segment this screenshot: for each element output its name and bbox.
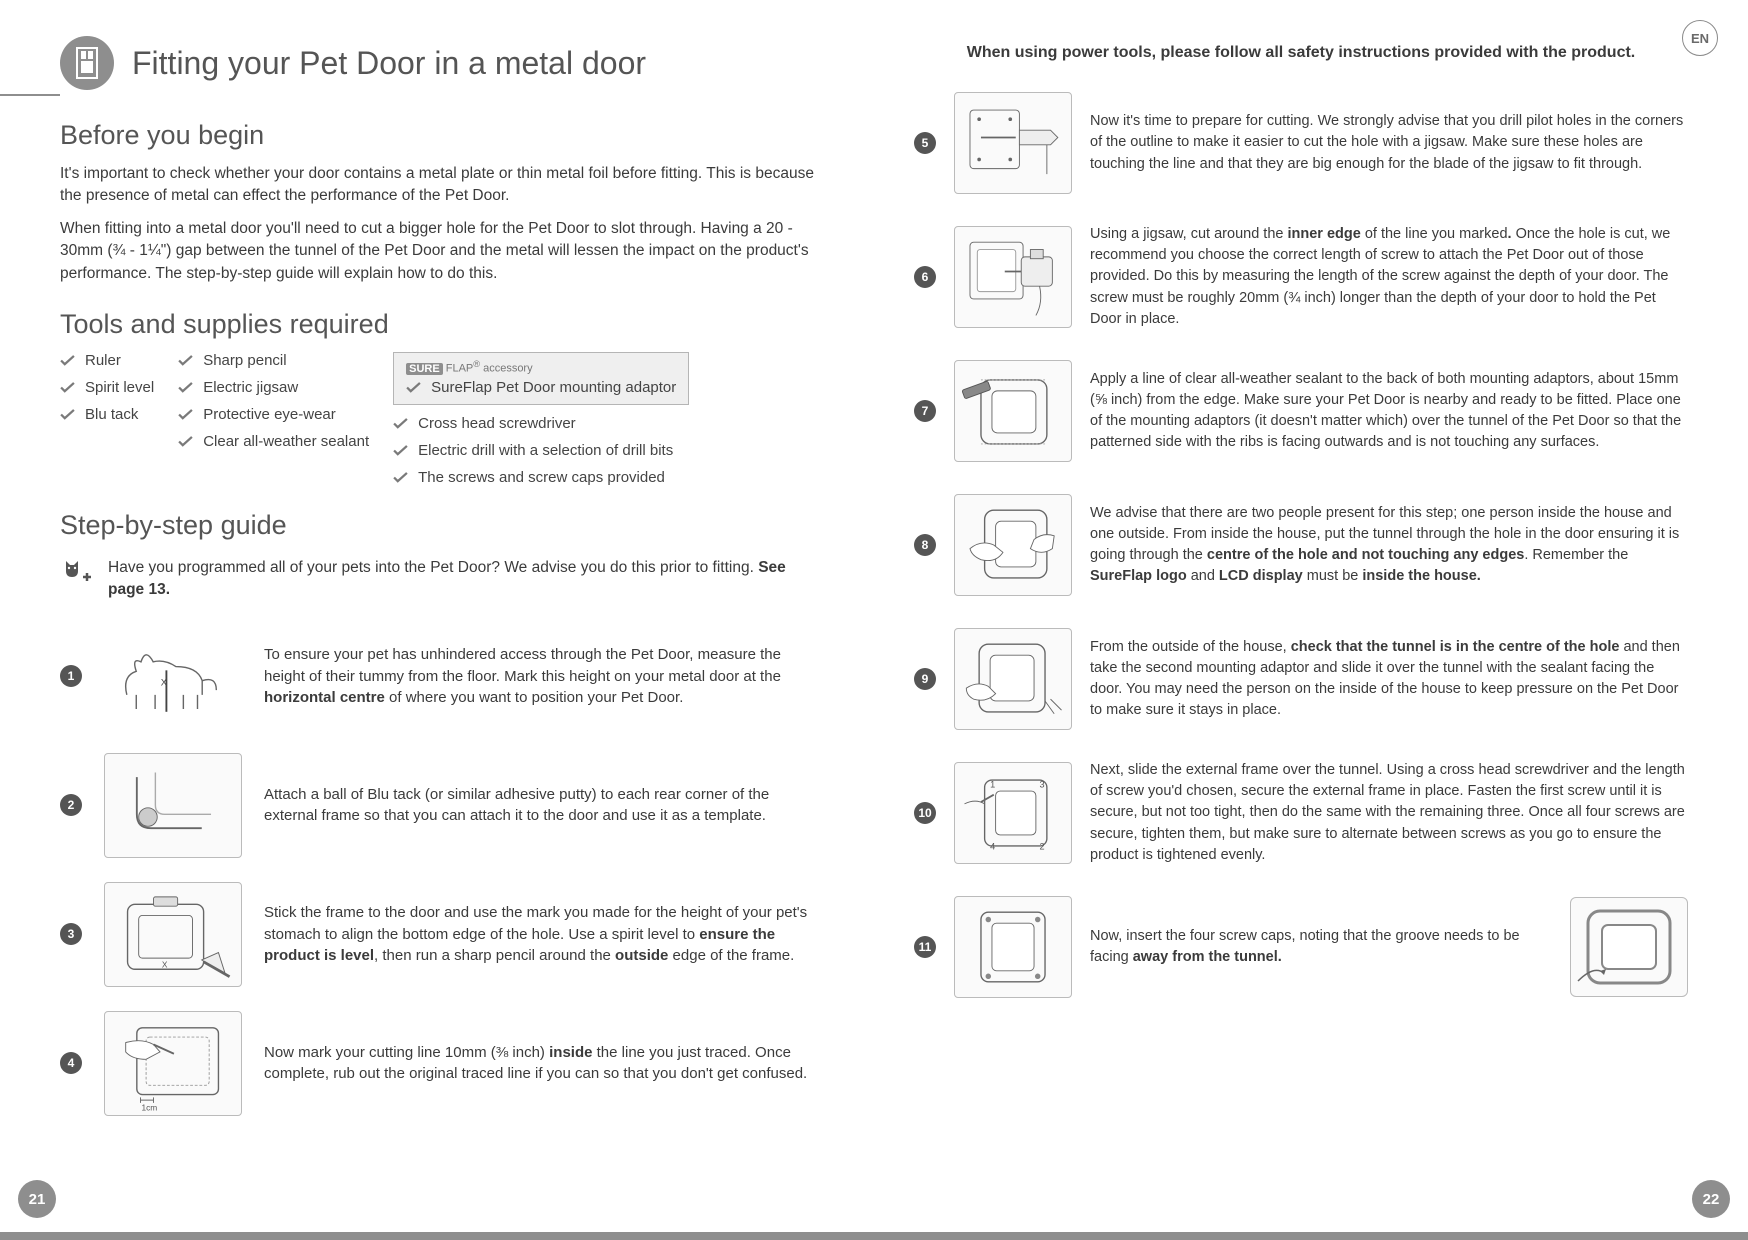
svg-text:X: X — [162, 960, 168, 970]
accessory-brand: SURE FLAP® accessory — [406, 359, 676, 375]
tool-item: The screws and screw caps provided — [393, 469, 689, 486]
step-number: 2 — [60, 794, 82, 816]
step-number: 4 — [60, 1052, 82, 1074]
page-number-right: 22 — [1692, 1180, 1730, 1218]
step-text: Next, slide the external frame over the … — [1090, 760, 1688, 865]
tool-item: Ruler — [60, 352, 154, 369]
step: 8 We advise that there are two people pre… — [914, 490, 1688, 600]
step-number: 3 — [60, 923, 82, 945]
tool-item: Electric jigsaw — [178, 379, 369, 396]
page-title: Fitting your Pet Door in a metal door — [132, 45, 646, 82]
before-heading: Before you begin — [60, 120, 824, 151]
accessory-box: SURE FLAP® accessory SureFlap Pet Door m… — [393, 352, 689, 405]
step-text: Stick the frame to the door and use the … — [264, 902, 824, 967]
step-illustration — [954, 494, 1072, 596]
svg-text:3: 3 — [1040, 779, 1045, 789]
tool-item: SureFlap Pet Door mounting adaptor — [406, 379, 676, 404]
steps-right: 5 Now it's time to prepare for cutting. W… — [914, 88, 1688, 1002]
door-icon — [60, 36, 114, 90]
tool-item: Clear all-weather sealant — [178, 433, 369, 450]
svg-text:4: 4 — [990, 842, 995, 852]
note-text: Have you programmed all of your pets int… — [108, 557, 824, 602]
step-text: Using a jigsaw, cut around the inner edg… — [1090, 224, 1688, 329]
title-divider — [0, 94, 60, 96]
step-number: 1 — [60, 665, 82, 687]
step: 1 X To ensure your pet has unhindered acce… — [60, 624, 824, 729]
step-number: 6 — [914, 266, 936, 288]
tool-item: Cross head screwdriver — [393, 415, 689, 432]
step-number: 10 — [914, 802, 936, 824]
tools-col-1: Ruler Spirit level Blu tack — [60, 352, 154, 486]
step-number: 7 — [914, 400, 936, 422]
step-illustration: 1cm — [104, 1011, 242, 1116]
step-illustration: X — [104, 882, 242, 987]
svg-text:2: 2 — [1040, 842, 1045, 852]
step-text: Now, insert the four screw caps, noting … — [1090, 897, 1688, 997]
step-text: Now mark your cutting line 10mm (⅜ inch)… — [264, 1042, 824, 1086]
step-illustration — [954, 92, 1072, 194]
step-text: Attach a ball of Blu tack (or similar ad… — [264, 784, 824, 828]
step-illustration: X — [104, 624, 242, 729]
step-illustration-detail — [1570, 897, 1688, 997]
title-row: Fitting your Pet Door in a metal door — [60, 36, 824, 90]
step-illustration — [104, 753, 242, 858]
before-p2: When fitting into a metal door you'll ne… — [60, 218, 824, 285]
svg-text:X: X — [161, 677, 168, 688]
step-text: We advise that there are two people pres… — [1090, 503, 1688, 587]
bottom-bar — [0, 1232, 1748, 1240]
step-text: Now it's time to prepare for cutting. We… — [1090, 111, 1688, 174]
page-left: Fitting your Pet Door in a metal door Be… — [0, 0, 874, 1240]
tool-item: Electric drill with a selection of drill… — [393, 442, 689, 459]
safety-header: When using power tools, please follow al… — [914, 44, 1688, 62]
before-p1: It's important to check whether your doo… — [60, 163, 824, 208]
svg-text:1: 1 — [990, 779, 995, 789]
step: 2 Attach a ball of Blu tack (or similar a… — [60, 753, 824, 858]
step-number: 9 — [914, 668, 936, 690]
step: 7 Apply a line of clear all-weather seala… — [914, 356, 1688, 466]
tool-item: Protective eye-wear — [178, 406, 369, 423]
step-illustration — [954, 226, 1072, 328]
tools-col-2: Sharp pencil Electric jigsaw Protective ey… — [178, 352, 369, 486]
page-number-left: 21 — [18, 1180, 56, 1218]
step: 4 1cm Now mark your cutting line 10mm (⅜ i… — [60, 1011, 824, 1116]
step: 3 X Stick the frame to the door and use th… — [60, 882, 824, 987]
steps-left: 1 X To ensure your pet has unhindered acce… — [60, 624, 824, 1116]
language-badge: EN — [1682, 20, 1718, 56]
step-illustration — [954, 360, 1072, 462]
svg-text:1cm: 1cm — [141, 1102, 157, 1112]
step-number: 5 — [914, 132, 936, 154]
tools-heading: Tools and supplies required — [60, 309, 824, 340]
step: 10 1 3 4 2 Next, slide the external frame ove… — [914, 758, 1688, 868]
tool-item: Blu tack — [60, 406, 154, 423]
step: 11 Now, insert the four screw caps, notin… — [914, 892, 1688, 1002]
tool-item: Spirit level — [60, 379, 154, 396]
step-text: To ensure your pet has unhindered access… — [264, 644, 824, 709]
guide-heading: Step-by-step guide — [60, 510, 824, 541]
step: 6 Using a jigsaw, cut around the inner ed… — [914, 222, 1688, 332]
step-illustration: 1 3 4 2 — [954, 762, 1072, 864]
pet-note: Have you programmed all of your pets int… — [60, 557, 824, 602]
spread: Fitting your Pet Door in a metal door Be… — [0, 0, 1748, 1240]
step-text: From the outside of the house, check tha… — [1090, 637, 1688, 721]
step-illustration — [954, 896, 1072, 998]
step: 5 Now it's time to prepare for cutting. W… — [914, 88, 1688, 198]
step-text: Apply a line of clear all-weather sealan… — [1090, 369, 1688, 453]
step-number: 8 — [914, 534, 936, 556]
tools-grid: Ruler Spirit level Blu tack Sharp pencil El… — [60, 352, 824, 486]
cat-plus-icon — [60, 557, 94, 590]
step-number: 11 — [914, 936, 936, 958]
tools-col-3: SURE FLAP® accessory SureFlap Pet Door m… — [393, 352, 689, 486]
step-illustration — [954, 628, 1072, 730]
page-right: EN When using power tools, please follow… — [874, 0, 1748, 1240]
tool-item: Sharp pencil — [178, 352, 369, 369]
step: 9 From the outside of the house, check th… — [914, 624, 1688, 734]
